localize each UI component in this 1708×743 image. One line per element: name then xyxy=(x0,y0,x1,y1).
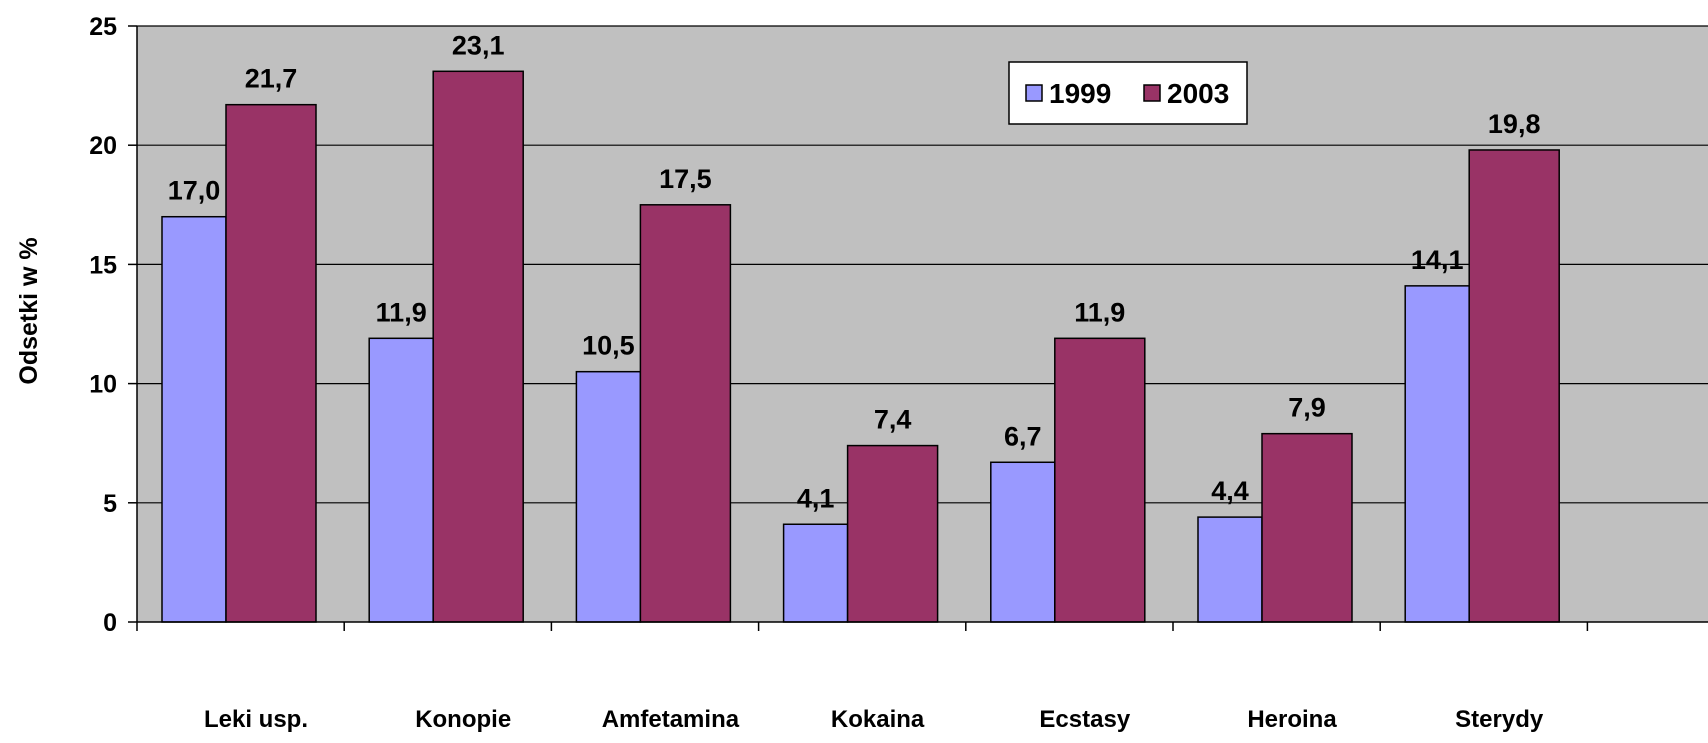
data-label: 6,7 xyxy=(1004,421,1042,451)
x-category-labels: Leki usp. Konopie Amfetamina Kokaina Ecstasy… xyxy=(204,706,1544,733)
y-tick-label: 0 xyxy=(103,609,117,637)
bars xyxy=(161,70,1560,623)
data-label: 23,1 xyxy=(452,30,505,60)
bar-1999-3 xyxy=(782,523,849,623)
category-label: Ecstasy xyxy=(1039,706,1130,733)
data-label: 4,1 xyxy=(797,483,835,513)
category-label: Heroina xyxy=(1247,706,1337,733)
y-tick-label: 10 xyxy=(89,371,117,399)
category-label: Sterydy xyxy=(1455,706,1544,733)
legend-box xyxy=(1008,61,1248,125)
legend: 1999 2003 xyxy=(1008,61,1248,125)
category-label: Leki usp. xyxy=(204,706,308,733)
bar-2003-2 xyxy=(639,204,732,623)
data-label: 11,9 xyxy=(376,297,427,327)
data-label: 14,1 xyxy=(1411,245,1464,275)
legend-swatch-2003 xyxy=(1143,84,1161,102)
bar-2003-3 xyxy=(846,444,939,623)
bar-1999-4 xyxy=(990,461,1056,623)
y-tick-label: 25 xyxy=(89,13,117,41)
bar-2003-5 xyxy=(1261,432,1353,623)
legend-label: 1999 xyxy=(1049,78,1111,109)
y-axis-label: Odsetki w % xyxy=(15,237,43,384)
bar-2003-4 xyxy=(1054,337,1146,623)
bar-1999-2 xyxy=(575,370,642,623)
bar-2003-0 xyxy=(225,103,317,623)
category-label: Konopie xyxy=(415,706,511,733)
legend-swatch-1999 xyxy=(1025,84,1043,102)
axes xyxy=(128,25,1708,631)
data-label: 19,8 xyxy=(1488,109,1541,139)
y-tick-labels: 0 5 10 15 20 25 xyxy=(89,13,117,637)
data-label: 7,9 xyxy=(1288,393,1326,423)
data-label: 17,5 xyxy=(659,164,712,194)
bar-1999-0 xyxy=(161,215,227,623)
legend-label: 2003 xyxy=(1167,78,1229,109)
data-label: 7,4 xyxy=(874,405,912,435)
bar-1999-6 xyxy=(1404,285,1470,623)
data-label: 17,0 xyxy=(168,176,221,206)
data-label: 4,4 xyxy=(1211,476,1249,506)
y-tick-label: 20 xyxy=(89,132,117,160)
y-tick-label: 5 xyxy=(103,490,117,518)
data-label: 11,9 xyxy=(1074,297,1125,327)
bar-2003-6 xyxy=(1468,149,1560,623)
data-label: 21,7 xyxy=(245,64,298,94)
y-tick-label: 15 xyxy=(89,251,117,279)
bar-1999-1 xyxy=(368,337,434,623)
data-labels: 17,0 11,9 10,5 4,1 6,7 4,4 14,1 21,7 23,1 17,5 7,4… xyxy=(168,30,1541,513)
bar-1999-5 xyxy=(1197,516,1263,623)
bar-2003-1 xyxy=(432,70,524,623)
category-label: Amfetamina xyxy=(602,706,740,733)
data-label: 10,5 xyxy=(582,331,635,361)
category-label: Kokaina xyxy=(831,706,925,733)
